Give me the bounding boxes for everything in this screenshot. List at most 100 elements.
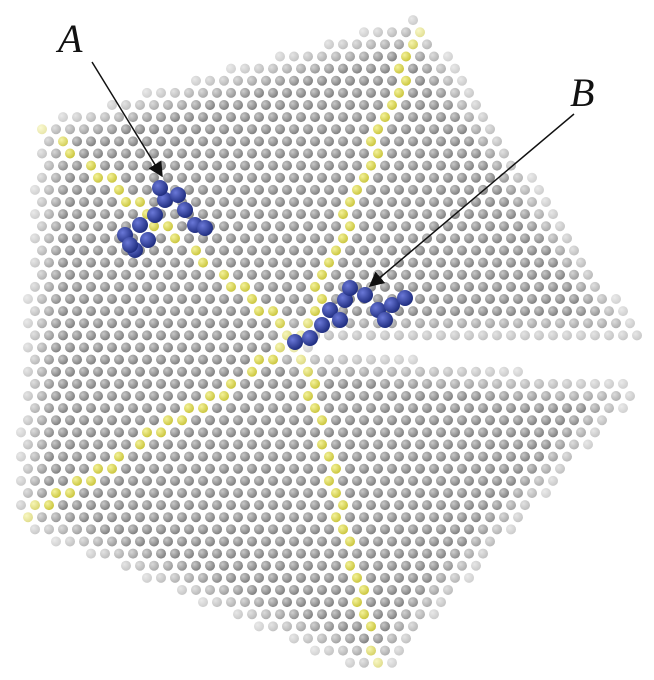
atom <box>310 476 320 486</box>
atom <box>65 245 75 255</box>
atom <box>37 367 47 377</box>
atom <box>457 173 467 183</box>
atom <box>205 76 215 86</box>
atom <box>499 197 509 207</box>
atom <box>527 439 537 449</box>
atom <box>408 15 418 25</box>
atom <box>191 342 201 352</box>
atom <box>79 294 89 304</box>
atom <box>352 452 362 462</box>
atom <box>555 318 565 328</box>
atom <box>198 355 208 365</box>
atom <box>499 415 509 425</box>
atom <box>240 136 250 146</box>
atom <box>79 464 89 474</box>
atom <box>324 161 334 171</box>
atom <box>261 221 271 231</box>
atom <box>135 391 145 401</box>
atom <box>373 367 383 377</box>
atom <box>30 282 40 292</box>
atom <box>338 646 348 656</box>
atom <box>373 27 383 37</box>
boundary-atom <box>345 561 355 571</box>
atom <box>282 427 292 437</box>
atom <box>93 488 103 498</box>
atom <box>443 76 453 86</box>
atom <box>121 124 131 134</box>
atom <box>163 270 173 280</box>
boundary-atom <box>331 245 341 255</box>
atom <box>156 379 166 389</box>
atom <box>191 439 201 449</box>
atom <box>408 330 418 340</box>
atom <box>422 452 432 462</box>
atom <box>72 233 82 243</box>
atom <box>240 330 250 340</box>
atom <box>275 51 285 61</box>
atom <box>513 367 523 377</box>
atom <box>233 173 243 183</box>
atom <box>415 197 425 207</box>
boundary-atom <box>44 500 54 510</box>
boundary-atom <box>268 355 278 365</box>
atom <box>429 124 439 134</box>
atom <box>100 500 110 510</box>
atom <box>478 233 488 243</box>
atom <box>450 452 460 462</box>
atom <box>226 209 236 219</box>
atom <box>142 88 152 98</box>
atom <box>429 439 439 449</box>
atom <box>23 342 33 352</box>
atom <box>65 415 75 425</box>
atom <box>212 452 222 462</box>
boundary-atom <box>268 306 278 316</box>
atom <box>170 549 180 559</box>
atom <box>212 427 222 437</box>
atom <box>142 282 152 292</box>
atom <box>310 646 320 656</box>
atom <box>338 355 348 365</box>
atom <box>604 330 614 340</box>
atom <box>282 355 292 365</box>
boundary-atom <box>107 173 117 183</box>
atom <box>51 245 61 255</box>
atom <box>268 524 278 534</box>
atom <box>121 512 131 522</box>
atom <box>366 233 376 243</box>
atom <box>16 452 26 462</box>
boundary-atom <box>373 124 383 134</box>
atom <box>79 415 89 425</box>
atom <box>37 439 47 449</box>
atom <box>464 379 474 389</box>
atom <box>499 488 509 498</box>
atom <box>562 379 572 389</box>
boundary-atom <box>359 585 369 595</box>
atom <box>184 136 194 146</box>
atom <box>380 621 390 631</box>
atom <box>408 64 418 74</box>
atom <box>289 536 299 546</box>
atom <box>583 439 593 449</box>
atom <box>450 233 460 243</box>
atom <box>548 233 558 243</box>
atom <box>121 391 131 401</box>
atom <box>499 173 509 183</box>
atom <box>93 439 103 449</box>
atom <box>569 245 579 255</box>
atom <box>93 294 103 304</box>
atom <box>450 330 460 340</box>
atom <box>107 148 117 158</box>
atom <box>352 330 362 340</box>
atom <box>492 161 502 171</box>
atom <box>170 403 180 413</box>
atom <box>422 112 432 122</box>
atom <box>527 221 537 231</box>
atom <box>114 330 124 340</box>
atom <box>534 306 544 316</box>
atom <box>485 415 495 425</box>
atom <box>436 524 446 534</box>
atom <box>93 367 103 377</box>
boundary-atom <box>198 403 208 413</box>
atom <box>513 173 523 183</box>
atom <box>142 112 152 122</box>
